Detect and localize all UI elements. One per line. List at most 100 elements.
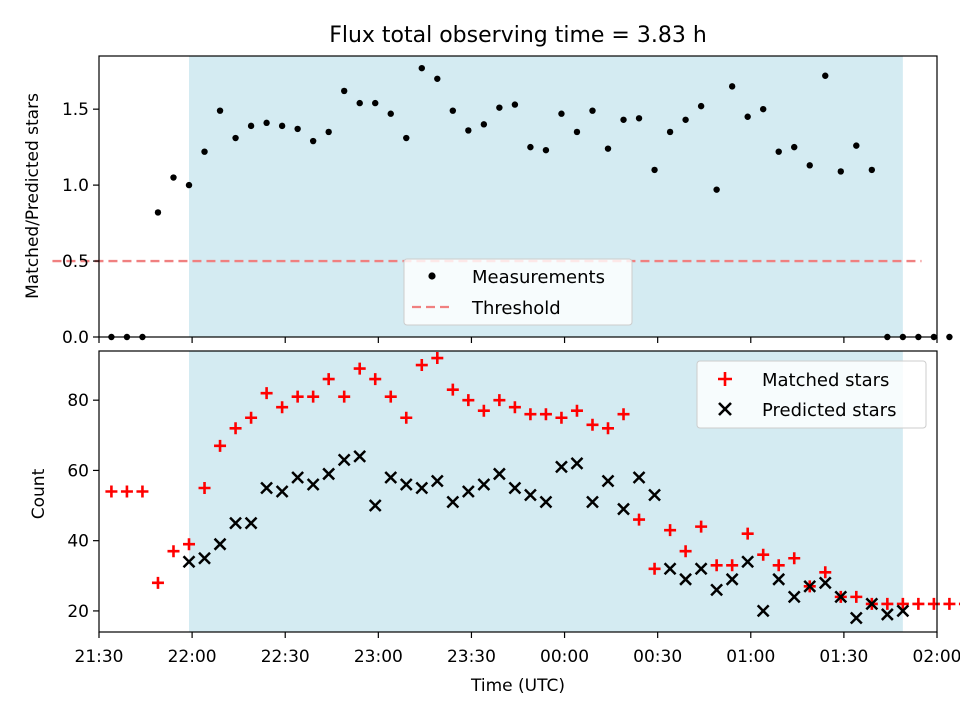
matched-star-point — [539, 408, 552, 421]
matched-star-point — [943, 597, 956, 610]
top-panel: 0.0 0.5 1.0 1.5 Matched/Predicted stars Mea… — [23, 55, 953, 348]
matched-star-point — [276, 401, 289, 414]
measurement-point — [403, 134, 410, 142]
x-tick-label: 02:00 — [913, 647, 960, 667]
predicted-star-point — [260, 481, 273, 495]
measurement-point — [558, 110, 565, 117]
predicted-star-point — [337, 453, 351, 467]
predicted-star-point — [865, 597, 879, 611]
bottom-y-tick-label: 20 — [67, 602, 89, 622]
matched-star-point — [850, 590, 863, 603]
measurement-point — [682, 116, 689, 123]
measurement-point — [325, 128, 332, 136]
predicted-star-point — [632, 471, 646, 484]
predicted-star-point — [384, 471, 398, 484]
predicted-star-point — [539, 495, 553, 509]
matched-star-point — [555, 411, 568, 424]
matched-star-point — [664, 524, 677, 537]
measurement-point — [511, 101, 519, 108]
measurement-point — [589, 107, 596, 114]
bottom-panel: 20 40 60 80 21:30 22:00 22:30 23:00 23:30 00:00 0… — [29, 350, 960, 696]
predicted-star-point — [275, 485, 289, 498]
measurement-point — [216, 107, 224, 114]
predicted-star-point — [430, 474, 444, 488]
matched-star-point — [229, 422, 242, 435]
measurement-point — [791, 143, 798, 151]
top-legend: Measurements Threshold — [403, 258, 633, 326]
matched-star-point — [741, 527, 754, 540]
predicted-star-point — [477, 478, 491, 491]
matched-star-point — [881, 597, 894, 610]
matched-star-point — [710, 559, 723, 572]
measurement-point — [868, 166, 876, 174]
x-tick-label: 01:00 — [726, 647, 775, 667]
predicted-stars-points — [182, 449, 910, 625]
measurement-point — [542, 146, 550, 154]
matched-star-point — [167, 545, 180, 558]
measurement-point — [635, 115, 643, 122]
predicted-star-point — [725, 572, 739, 586]
predicted-star-point — [818, 576, 832, 590]
top-y-tick-label: 0.5 — [62, 252, 89, 272]
predicted-star-point — [198, 551, 211, 565]
measurement-point — [651, 166, 658, 174]
predicted-star-point — [803, 579, 817, 593]
matched-star-point — [508, 401, 521, 414]
x-tick-label: 21:30 — [75, 647, 124, 667]
bottom-x-ticks: 21:30 22:00 22:30 23:00 23:30 00:00 00:30 01:00… — [75, 632, 960, 667]
top-y-tick-label: 1.5 — [62, 100, 89, 120]
chart-title: Flux total observing time = 3.83 h — [329, 23, 707, 48]
measurement-point — [527, 143, 534, 151]
predicted-star-point — [508, 481, 522, 495]
measurement-point — [278, 122, 286, 130]
matched-star-point — [462, 394, 475, 407]
predicted-star-point — [679, 572, 692, 586]
bottom-y-axis-label: Count — [29, 468, 49, 519]
measurement-point — [449, 107, 457, 114]
matched-star-point — [369, 373, 382, 386]
measurement-point — [496, 104, 503, 111]
bottom-plot-frame — [98, 350, 938, 633]
measurement-point — [946, 333, 953, 341]
matched-stars-legend-marker — [718, 372, 732, 386]
matched-star-point — [819, 566, 832, 579]
top-legend-box — [403, 258, 633, 326]
measurement-point — [775, 148, 782, 155]
measurements-legend-label: Measurements — [472, 267, 605, 288]
predicted-star-point — [229, 516, 242, 530]
matched-star-point — [524, 408, 537, 421]
matched-star-point — [493, 394, 506, 407]
matched-star-point — [151, 576, 164, 589]
measurement-point — [666, 128, 674, 136]
top-y-axis-label: Matched/Predicted stars — [23, 93, 43, 299]
matched-star-point — [602, 422, 615, 435]
matched-star-point — [788, 552, 801, 565]
bottom-legend-box — [696, 360, 927, 429]
measurement-point — [309, 137, 317, 145]
predicted-star-point — [244, 516, 258, 530]
matched-star-point — [338, 390, 351, 403]
matched-star-point — [307, 390, 320, 403]
measurement-point — [185, 181, 193, 189]
measurement-point — [604, 145, 612, 152]
predicted-star-point — [849, 611, 863, 625]
measurement-point — [247, 122, 255, 130]
measurement-point — [154, 209, 162, 216]
x-tick-label: 23:30 — [447, 647, 496, 667]
measurement-point — [418, 64, 425, 72]
matched-star-point — [245, 411, 258, 424]
matched-star-point — [757, 548, 770, 561]
x-tick-label: 22:00 — [168, 647, 217, 667]
measurement-point — [340, 87, 348, 95]
measurement-point — [713, 186, 720, 193]
matched-star-point — [695, 520, 708, 533]
matched-star-point — [648, 562, 661, 575]
predicted-star-point — [787, 590, 801, 604]
matched-star-point — [198, 481, 211, 494]
measurement-point — [573, 128, 581, 136]
predicted-star-point — [741, 555, 755, 569]
matched-stars-points — [105, 352, 960, 610]
predicted-star-point — [648, 488, 661, 502]
matched-star-point — [384, 390, 397, 403]
